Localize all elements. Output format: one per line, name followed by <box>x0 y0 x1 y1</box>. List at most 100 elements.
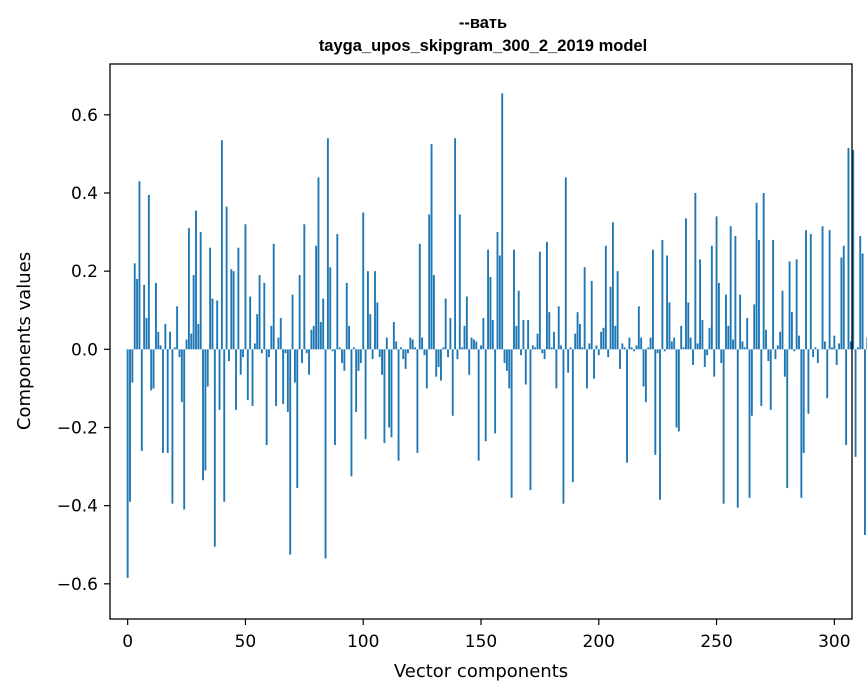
bar <box>722 349 725 504</box>
bar <box>263 282 266 350</box>
bar <box>491 320 494 350</box>
bar <box>654 349 657 455</box>
bar <box>329 267 332 350</box>
bar <box>701 320 704 350</box>
bar <box>451 349 454 416</box>
bar <box>374 271 376 350</box>
bar <box>256 314 259 350</box>
bar <box>449 318 452 350</box>
bar <box>835 349 838 365</box>
bar <box>666 255 669 350</box>
bar <box>541 349 544 354</box>
bar <box>268 349 270 358</box>
bar <box>838 343 840 350</box>
y-tick-label: −0.2 <box>57 418 98 438</box>
bar <box>138 181 141 350</box>
bar <box>527 320 530 350</box>
bar <box>338 347 341 350</box>
bar <box>298 275 301 350</box>
bar <box>571 349 574 483</box>
bar <box>258 275 261 350</box>
bar <box>765 329 767 350</box>
bar <box>619 349 621 369</box>
bar <box>286 349 289 412</box>
bar <box>291 294 294 350</box>
bar <box>246 349 249 401</box>
bar <box>253 343 256 350</box>
bar <box>143 284 146 350</box>
bar <box>279 318 282 350</box>
bar <box>244 224 247 350</box>
bar <box>176 306 179 350</box>
bar <box>576 312 579 350</box>
bar <box>633 349 636 352</box>
bar <box>753 304 756 350</box>
bar <box>484 349 487 442</box>
y-tick-label: 0.4 <box>71 184 98 204</box>
bar <box>663 349 666 352</box>
bar <box>303 224 306 350</box>
bar <box>790 312 793 350</box>
bar <box>583 267 586 350</box>
bar <box>524 349 527 385</box>
bar <box>242 349 245 358</box>
bar <box>531 345 534 350</box>
bar <box>729 226 732 350</box>
bar <box>840 257 843 350</box>
bar <box>223 349 226 502</box>
y-tick-label: 0.6 <box>71 106 98 126</box>
bar <box>800 349 803 498</box>
bar <box>220 140 223 350</box>
bar <box>225 206 228 350</box>
bar <box>162 349 164 453</box>
bar <box>265 349 268 446</box>
bar <box>343 349 346 371</box>
bar <box>390 349 393 438</box>
bar <box>828 230 831 350</box>
bar <box>743 347 746 350</box>
bar <box>578 323 581 350</box>
bar <box>692 349 694 365</box>
bar <box>352 347 355 350</box>
bar <box>435 349 438 377</box>
bar <box>251 349 254 406</box>
bar <box>849 341 852 350</box>
y-tick-label: 0.0 <box>71 340 98 360</box>
x-tick-label: 250 <box>700 632 732 652</box>
bar <box>788 261 791 350</box>
bar <box>319 321 322 350</box>
bar <box>741 341 744 350</box>
bar <box>798 335 800 350</box>
bar <box>546 241 548 350</box>
bar <box>477 349 480 461</box>
bar <box>416 349 419 453</box>
chart-title: --вать <box>459 14 507 32</box>
bar <box>209 247 212 350</box>
bar <box>812 349 815 358</box>
bar <box>574 333 577 350</box>
bar <box>661 239 664 350</box>
bar <box>684 218 687 350</box>
bar <box>228 349 230 362</box>
bar <box>289 349 292 555</box>
bar <box>404 349 407 369</box>
bar <box>381 349 383 375</box>
bar <box>637 306 640 350</box>
bar <box>418 243 421 350</box>
y-tick-label: 0.2 <box>71 262 98 282</box>
bar <box>498 255 501 350</box>
bar <box>555 349 558 389</box>
x-tick-label: 50 <box>235 632 257 652</box>
bar <box>831 347 833 350</box>
bar <box>402 349 405 360</box>
bar <box>204 349 207 471</box>
bar <box>407 349 409 354</box>
bar <box>845 349 848 446</box>
bar <box>472 339 475 350</box>
bar <box>833 335 836 350</box>
bar <box>553 331 555 350</box>
bar <box>607 349 610 358</box>
bar <box>652 249 654 350</box>
bar <box>432 275 435 350</box>
bar <box>713 349 716 377</box>
